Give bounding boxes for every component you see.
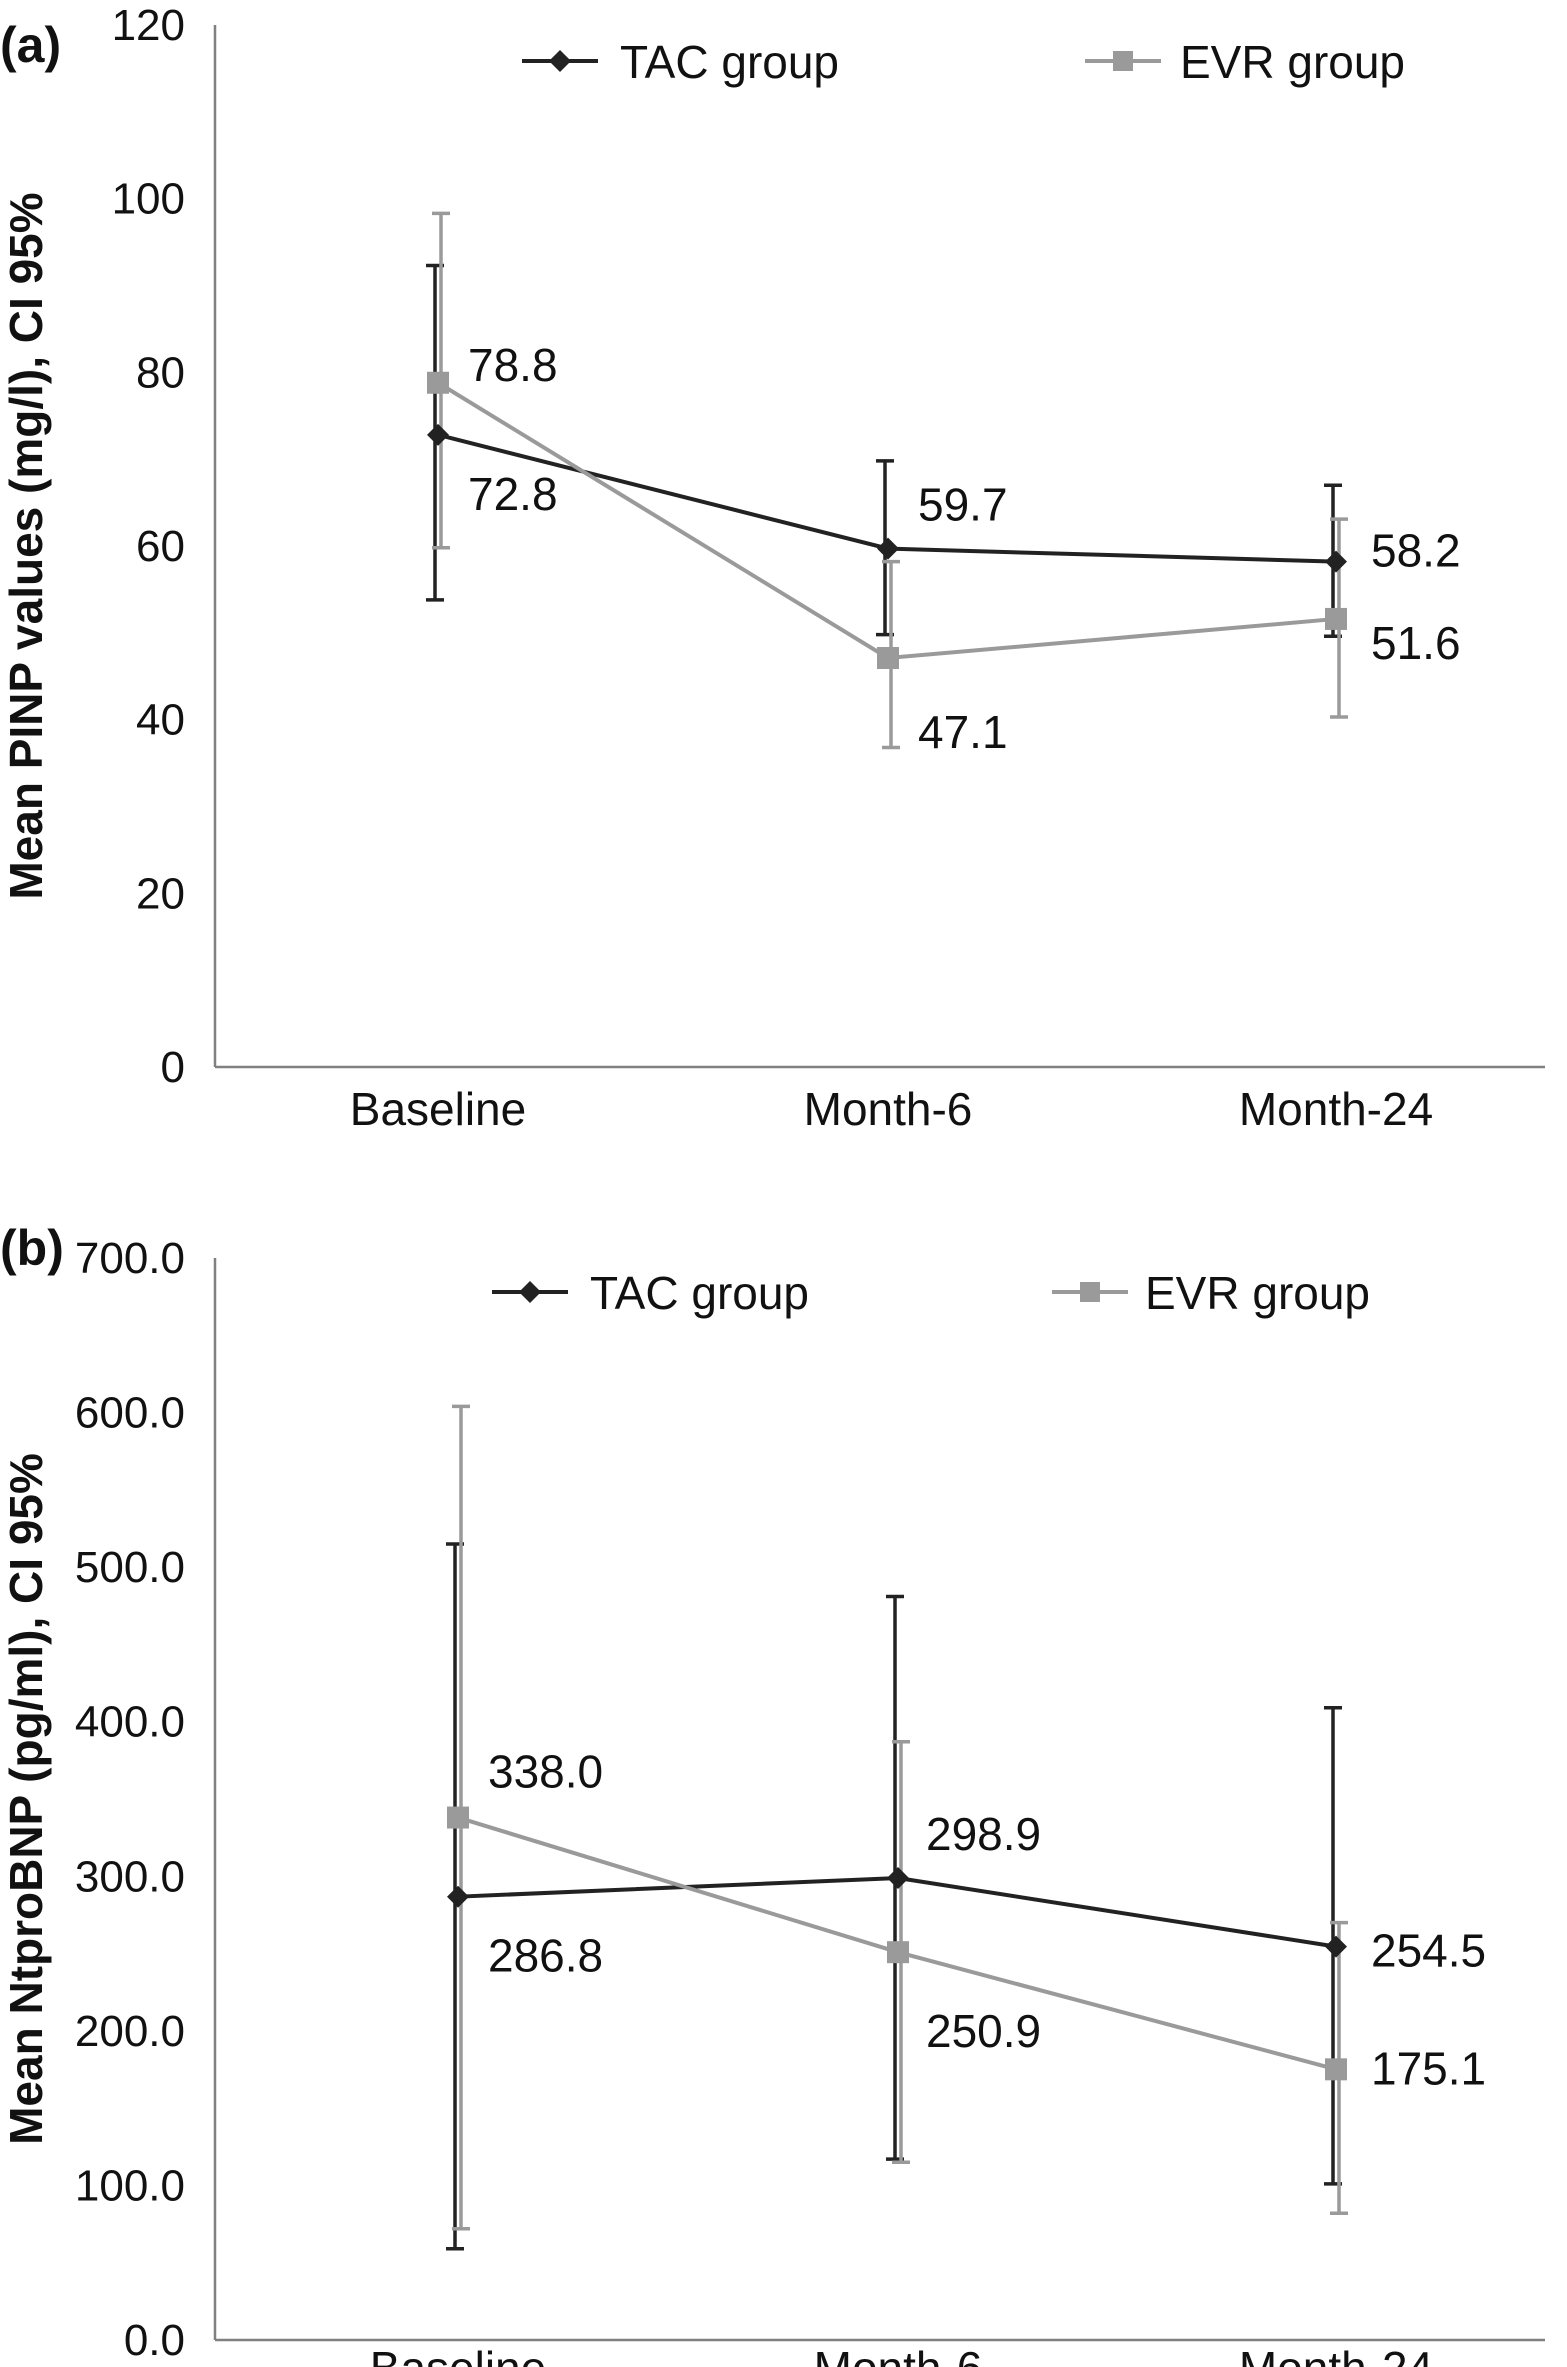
y-tick-label: 300.0 <box>75 1852 185 1901</box>
legend-marker <box>519 1281 541 1303</box>
y-tick-label: 100.0 <box>75 2161 185 2210</box>
data-label: 254.5 <box>1371 1925 1486 1977</box>
x-tick-label: Baseline <box>350 1083 526 1135</box>
y-tick-label: 200.0 <box>75 2007 185 2056</box>
y-tick-label: 100 <box>112 175 185 224</box>
y-tick-label: 600.0 <box>75 1389 185 1438</box>
y-tick-label: 60 <box>136 522 185 571</box>
data-label: 250.9 <box>926 2005 1041 2057</box>
data-label: 59.7 <box>918 479 1008 531</box>
legend-marker <box>549 50 571 72</box>
data-label: 58.2 <box>1371 525 1461 577</box>
data-label: 338.0 <box>488 1746 603 1798</box>
data-label: 175.1 <box>1371 2042 1486 2094</box>
data-point <box>877 647 899 670</box>
data-label: 78.8 <box>468 339 558 391</box>
data-point <box>427 423 449 446</box>
legend-entry: TAC group <box>522 36 839 88</box>
data-point <box>447 1885 469 1908</box>
data-label: 298.9 <box>926 1808 1041 1860</box>
x-tick-label: Month-24 <box>1239 1083 1433 1135</box>
data-label: 51.6 <box>1371 617 1461 669</box>
x-tick-label: Month-6 <box>814 2342 983 2367</box>
y-tick-label: 120 <box>112 1 185 50</box>
data-label: 47.1 <box>918 706 1008 758</box>
data-point <box>1325 1935 1347 1958</box>
x-tick-label: Baseline <box>370 2342 546 2367</box>
y-tick-label: 400.0 <box>75 1698 185 1747</box>
y-tick-label: 80 <box>136 348 185 397</box>
y-tick-label: 500.0 <box>75 1543 185 1592</box>
legend-label: EVR group <box>1180 36 1405 88</box>
chart-panel-b: (b) Mean NtproBNP (pg/ml), CI 95% 0.0 100.0… <box>0 1220 1545 2367</box>
data-point <box>887 1866 909 1889</box>
data-point <box>1325 2058 1347 2081</box>
series-line <box>436 381 1337 661</box>
legend-label: EVR group <box>1145 1267 1370 1319</box>
data-label: 72.8 <box>468 468 558 520</box>
data-point <box>877 537 899 560</box>
data-point <box>887 1941 909 1964</box>
data-point <box>427 371 449 394</box>
data-point <box>1325 607 1347 630</box>
x-tick-label: Month-6 <box>804 1083 973 1135</box>
legend-label: TAC group <box>620 36 839 88</box>
panel-label: (a) <box>0 17 61 73</box>
x-tick-label: Month-24 <box>1239 2342 1433 2367</box>
y-axis-label: Mean NtproBNP (pg/ml), CI 95% <box>0 1453 52 2145</box>
y-tick-label: 20 <box>136 869 185 918</box>
panel-label: (b) <box>0 1220 64 1276</box>
legend-entry: TAC group <box>492 1267 809 1319</box>
legend-entry: EVR group <box>1052 1267 1370 1319</box>
data-point <box>447 1806 469 1829</box>
data-point <box>1325 550 1347 573</box>
y-tick-label: 0.0 <box>124 2316 185 2365</box>
legend-marker <box>1080 1282 1100 1302</box>
y-axis-label: Mean PINP values (mg/l), CI 95% <box>0 192 52 899</box>
legend-entry: EVR group <box>1085 36 1405 88</box>
chart-panel-a: (a) Mean PINP values (mg/l), CI 95% 0 20 40 6… <box>0 1 1545 1135</box>
y-tick-label: 0 <box>161 1043 185 1092</box>
data-label: 286.8 <box>488 1930 603 1982</box>
y-tick-label: 700.0 <box>75 1234 185 1283</box>
legend-label: TAC group <box>590 1267 809 1319</box>
y-tick-label: 40 <box>136 696 185 745</box>
legend-marker <box>1113 51 1133 71</box>
